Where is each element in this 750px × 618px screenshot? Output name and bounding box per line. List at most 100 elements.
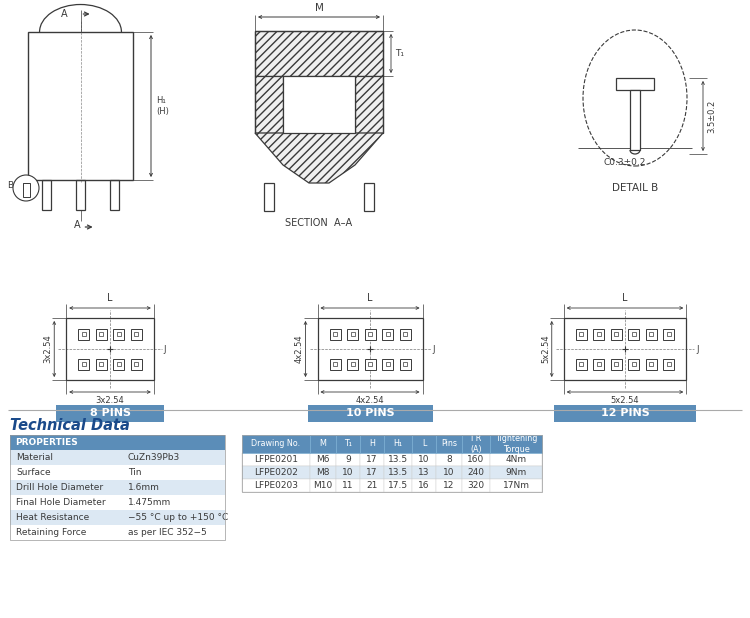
Bar xyxy=(650,332,653,336)
Text: 13.5: 13.5 xyxy=(388,455,408,464)
Text: 13: 13 xyxy=(419,468,430,477)
Text: Tin: Tin xyxy=(128,468,142,477)
Bar xyxy=(610,329,622,339)
Text: Technical Data: Technical Data xyxy=(10,418,130,433)
Text: M: M xyxy=(314,3,323,13)
Text: 12 PINS: 12 PINS xyxy=(601,408,650,418)
Text: J: J xyxy=(433,344,435,353)
Bar xyxy=(650,362,653,366)
Bar xyxy=(364,183,374,211)
Bar xyxy=(333,332,337,336)
Bar xyxy=(412,466,436,479)
Text: 17Nm: 17Nm xyxy=(503,481,530,490)
Bar xyxy=(336,453,360,466)
Text: as per IEC 352−5: as per IEC 352−5 xyxy=(128,528,207,537)
Text: 10: 10 xyxy=(443,468,454,477)
Bar xyxy=(610,358,622,370)
Bar xyxy=(10,495,225,510)
Text: 3x2.54: 3x2.54 xyxy=(96,396,124,405)
Text: J: J xyxy=(164,344,166,353)
Bar xyxy=(368,362,372,366)
Bar xyxy=(462,435,490,453)
Text: 9Nm: 9Nm xyxy=(506,468,526,477)
Text: C0.3±0.2: C0.3±0.2 xyxy=(604,158,646,167)
Bar xyxy=(614,332,618,336)
Bar xyxy=(113,358,125,370)
Bar xyxy=(360,435,384,453)
Bar xyxy=(554,405,696,422)
Bar xyxy=(10,450,225,465)
Bar xyxy=(242,466,310,479)
Bar xyxy=(646,329,657,339)
Bar xyxy=(66,318,154,380)
Bar xyxy=(490,453,542,466)
Text: 13.5: 13.5 xyxy=(388,468,408,477)
Bar xyxy=(462,466,490,479)
Bar xyxy=(579,362,584,366)
Text: B: B xyxy=(7,182,13,190)
Text: Drawing No.: Drawing No. xyxy=(251,439,301,449)
Bar xyxy=(96,358,106,370)
Text: 8: 8 xyxy=(446,455,452,464)
Bar xyxy=(130,329,142,339)
Bar xyxy=(628,358,639,370)
Text: LFPE0202: LFPE0202 xyxy=(254,468,298,477)
Text: Drill Hole Diameter: Drill Hole Diameter xyxy=(16,483,103,492)
Text: H₁: H₁ xyxy=(394,439,403,449)
Text: Pins: Pins xyxy=(441,439,457,449)
Bar xyxy=(10,465,225,480)
Bar xyxy=(490,479,542,492)
Bar xyxy=(384,435,412,453)
Bar xyxy=(317,318,422,380)
Bar xyxy=(384,466,412,479)
Text: 5x2.54: 5x2.54 xyxy=(610,396,639,405)
Bar xyxy=(310,435,336,453)
Text: L: L xyxy=(107,293,112,303)
Bar xyxy=(384,479,412,492)
Text: I R
(A): I R (A) xyxy=(470,434,482,454)
Bar xyxy=(403,362,407,366)
Bar xyxy=(597,332,601,336)
Text: T₁: T₁ xyxy=(344,439,352,449)
Ellipse shape xyxy=(583,30,687,166)
Bar xyxy=(134,362,138,366)
Text: PROPERTIES: PROPERTIES xyxy=(15,438,78,447)
Bar xyxy=(283,76,355,133)
Bar xyxy=(646,358,657,370)
Bar xyxy=(22,183,29,197)
Text: 9: 9 xyxy=(345,455,351,464)
Bar xyxy=(382,358,393,370)
Bar xyxy=(99,332,104,336)
Bar xyxy=(264,183,274,211)
Bar xyxy=(255,76,283,133)
Bar xyxy=(436,466,462,479)
Bar xyxy=(412,435,436,453)
Text: 1.475mm: 1.475mm xyxy=(128,498,171,507)
Bar xyxy=(336,435,360,453)
Bar xyxy=(663,358,674,370)
Bar xyxy=(42,180,51,210)
Bar xyxy=(113,329,125,339)
Text: T₁: T₁ xyxy=(395,49,404,58)
Text: 8 PINS: 8 PINS xyxy=(89,408,130,418)
Bar xyxy=(632,362,636,366)
Bar xyxy=(110,180,119,210)
Text: Final Hole Diameter: Final Hole Diameter xyxy=(16,498,106,507)
Text: 3x2.54: 3x2.54 xyxy=(44,334,52,363)
Bar xyxy=(663,329,674,339)
Bar xyxy=(242,435,310,453)
Bar xyxy=(360,479,384,492)
Text: 5x2.54: 5x2.54 xyxy=(542,335,550,363)
Text: 160: 160 xyxy=(467,455,484,464)
Text: L: L xyxy=(368,293,373,303)
Bar xyxy=(667,362,670,366)
Text: 21: 21 xyxy=(366,481,378,490)
Bar xyxy=(360,453,384,466)
Text: SECTION  A–A: SECTION A–A xyxy=(286,218,352,228)
Bar xyxy=(10,435,225,540)
Bar xyxy=(403,332,407,336)
Text: 1.6mm: 1.6mm xyxy=(128,483,160,492)
Bar xyxy=(350,332,355,336)
Bar xyxy=(242,435,542,492)
Text: CuZn39Pb3: CuZn39Pb3 xyxy=(128,453,180,462)
